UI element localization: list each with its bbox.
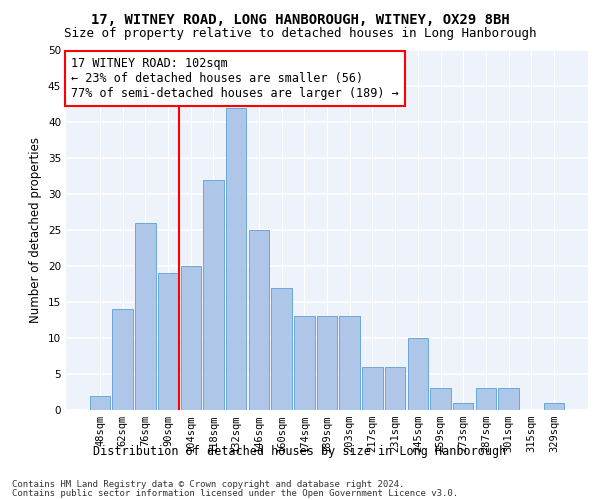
Bar	[340, 316, 360, 410]
Text: Size of property relative to detached houses in Long Hanborough: Size of property relative to detached ho…	[64, 28, 536, 40]
Bar	[362, 367, 383, 410]
Bar	[135, 223, 155, 410]
Bar	[317, 316, 337, 410]
Text: 17, WITNEY ROAD, LONG HANBOROUGH, WITNEY, OX29 8BH: 17, WITNEY ROAD, LONG HANBOROUGH, WITNEY…	[91, 12, 509, 26]
Bar	[226, 108, 247, 410]
Bar	[248, 230, 269, 410]
Bar	[385, 367, 406, 410]
Bar	[90, 396, 110, 410]
Bar	[430, 388, 451, 410]
Text: 17 WITNEY ROAD: 102sqm
← 23% of detached houses are smaller (56)
77% of semi-det: 17 WITNEY ROAD: 102sqm ← 23% of detached…	[71, 57, 399, 100]
Bar	[499, 388, 519, 410]
Bar	[476, 388, 496, 410]
Bar	[158, 273, 178, 410]
Bar	[294, 316, 314, 410]
Text: Distribution of detached houses by size in Long Hanborough: Distribution of detached houses by size …	[94, 444, 506, 458]
Text: Contains public sector information licensed under the Open Government Licence v3: Contains public sector information licen…	[12, 488, 458, 498]
Y-axis label: Number of detached properties: Number of detached properties	[29, 137, 43, 323]
Bar	[203, 180, 224, 410]
Text: Contains HM Land Registry data © Crown copyright and database right 2024.: Contains HM Land Registry data © Crown c…	[12, 480, 404, 489]
Bar	[407, 338, 428, 410]
Bar	[544, 403, 564, 410]
Bar	[181, 266, 201, 410]
Bar	[271, 288, 292, 410]
Bar	[112, 309, 133, 410]
Bar	[453, 403, 473, 410]
